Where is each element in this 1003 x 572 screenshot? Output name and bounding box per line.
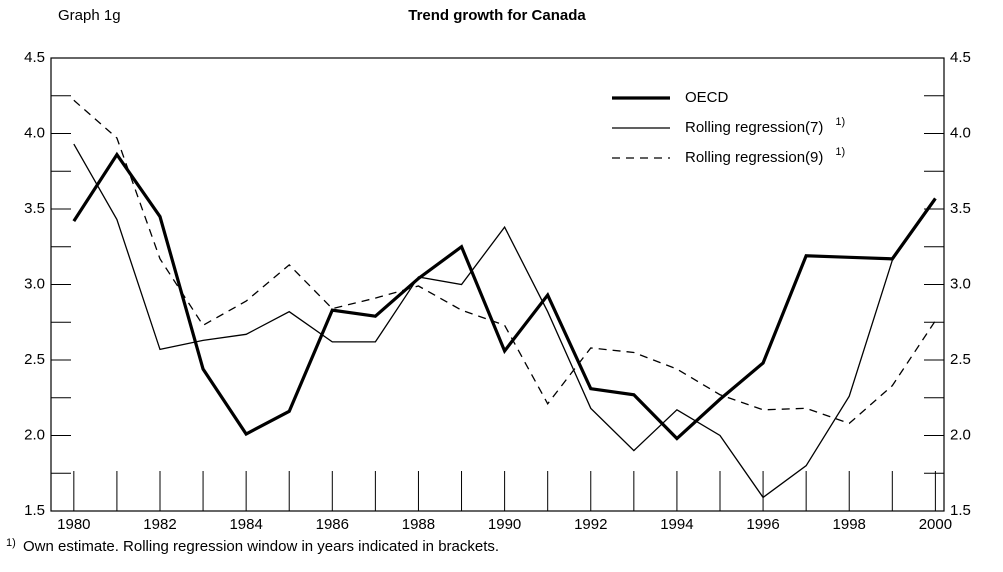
y-tick-label: 3.5 [24,200,45,217]
y-tick-label: 4.5 [24,49,45,66]
legend-label: Rolling regression(7) [685,119,823,136]
y2-tick-label: 4.0 [950,124,971,141]
y-tick-label: 1.5 [24,502,45,519]
x-tick-label: 1998 [833,516,866,533]
y-tick-label: 2.0 [24,426,45,443]
x-tick-label: 1990 [488,516,521,533]
y2-tick-label: 3.0 [950,275,971,292]
x-tick-label: 1980 [57,516,90,533]
y-tick-label: 3.0 [24,275,45,292]
x-tick-label: 1982 [143,516,176,533]
series-line [72,151,937,441]
x-tick-label: 2000 [919,516,952,533]
legend-note: 1) [835,116,845,128]
series-line [73,143,936,499]
legend-label: Rolling regression(9) [685,149,823,166]
footnote-text: Own estimate. Rolling regression window … [23,538,499,555]
x-tick-label: 1988 [402,516,435,533]
y2-tick-label: 1.5 [950,502,971,519]
y2-tick-label: 2.5 [950,351,971,368]
y-tick-label: 2.5 [24,351,45,368]
series-line [73,99,936,425]
graph-label: Graph 1g [58,7,121,24]
y-tick-label: 4.0 [24,124,45,141]
footnote-marker: 1) [6,537,16,549]
y2-tick-label: 4.5 [950,49,971,66]
legend-label: OECD [685,89,729,106]
legend-note: 1) [835,146,845,158]
x-tick-label: 1992 [574,516,607,533]
y2-tick-label: 2.0 [950,426,971,443]
y2-tick-label: 3.5 [950,200,971,217]
x-tick-label: 1986 [316,516,349,533]
x-tick-label: 1994 [660,516,693,533]
x-tick-label: 1996 [746,516,779,533]
chart-title: Trend growth for Canada [408,7,586,24]
x-tick-label: 1984 [229,516,262,533]
